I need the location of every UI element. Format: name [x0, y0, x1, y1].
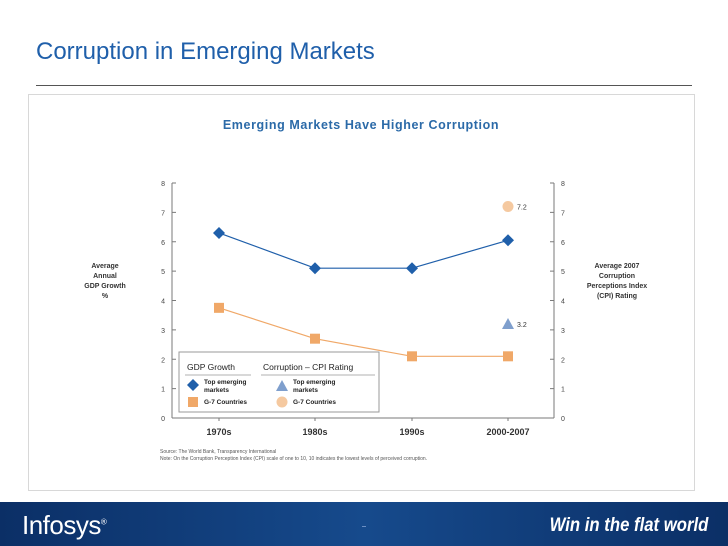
top-emerging-gdp-point: [309, 262, 321, 275]
left-y-tick-label: 4: [161, 299, 165, 306]
cpi-data-label: 3.2: [517, 322, 527, 329]
legend-top-emerging-cpi-marker: [276, 380, 288, 391]
g7-gdp-point: [214, 302, 224, 313]
legend-top-emerging-gdp-label-1: Top emerging: [204, 379, 247, 386]
infosys-logo[interactable]: Infosys®: [22, 510, 107, 541]
chart-title: Emerging Markets Have Higher Corruption: [223, 118, 499, 132]
page-marker: [362, 526, 366, 527]
legend-cpi-title: Corruption – CPI Rating: [263, 362, 354, 372]
g7-gdp-point: [407, 351, 417, 362]
right-y-tick-label: 5: [561, 269, 565, 276]
right-y-tick-label: 4: [561, 299, 565, 306]
x-tick-label: 1970s: [206, 427, 231, 437]
top-emerging-gdp-point: [406, 262, 418, 275]
legend-top-emerging-cpi-label-2: markets: [293, 387, 318, 394]
tagline: Win in the flat world: [549, 515, 708, 536]
left-axis-label-line: GDP Growth: [84, 283, 125, 290]
left-y-tick-label: 2: [161, 357, 165, 364]
right-axis-label-line: Perceptions Index: [587, 283, 647, 290]
right-y-tick-label: 1: [561, 387, 565, 394]
left-y-tick-label: 1: [161, 387, 165, 394]
brand-name: Infosys: [22, 510, 101, 540]
g7-gdp-point: [503, 351, 513, 362]
left-axis-label-line: Annual: [93, 273, 117, 280]
x-tick-label: 1980s: [302, 427, 327, 437]
x-tick-label: 2000-2007: [486, 427, 529, 437]
left-axis-label-line: Average: [91, 263, 118, 270]
chart-source: Source: The World Bank, Transparency Int…: [160, 449, 276, 455]
right-axis-label-line: (CPI) Rating: [597, 293, 637, 300]
x-tick-label: 1990s: [399, 427, 424, 437]
left-y-tick-label: 0: [161, 416, 165, 423]
title-divider: [36, 85, 692, 86]
left-y-tick-label: 6: [161, 240, 165, 247]
left-y-tick-label: 7: [161, 210, 165, 217]
left-y-tick-label: 5: [161, 269, 165, 276]
legend-g7-cpi-marker: [276, 396, 288, 408]
right-axis-label-line: Average 2007: [595, 263, 640, 270]
right-y-tick-label: 7: [561, 210, 565, 217]
chart-note: Note: On the Corruption Perception Index…: [160, 456, 427, 462]
right-y-tick-label: 0: [561, 416, 565, 423]
right-y-tick-label: 2: [561, 357, 565, 364]
left-y-tick-label: 3: [161, 328, 165, 335]
top-emerging-gdp-point: [213, 226, 225, 239]
right-axis-label-line: Corruption: [599, 273, 635, 280]
slide-title: Corruption in Emerging Markets: [36, 38, 375, 65]
legend-top-emerging-gdp-marker: [187, 379, 199, 391]
chart-frame: Emerging Markets Have Higher Corruption 0…: [28, 94, 695, 491]
legend-g7-gdp-label: G-7 Countries: [204, 399, 247, 406]
g7-gdp-point: [310, 333, 320, 344]
footer-bar: Infosys® Win in the flat world: [0, 502, 728, 546]
brand-registered-mark: ®: [100, 517, 107, 527]
legend-top-emerging-cpi-label-1: Top emerging: [293, 379, 336, 386]
legend-g7-gdp-marker: [188, 397, 198, 407]
legend-gdp-title: GDP Growth: [187, 362, 235, 372]
left-axis-label-line: %: [102, 293, 109, 300]
chart: Emerging Markets Have Higher Corruption 0…: [84, 118, 647, 462]
right-y-tick-label: 3: [561, 328, 565, 335]
top-emerging-gdp-line: [218, 232, 509, 269]
legend-g7-cpi-label: G-7 Countries: [293, 399, 336, 406]
top-emerging-cpi-point: [502, 318, 514, 329]
left-y-tick-label: 8: [161, 181, 165, 188]
legend-top-emerging-gdp-label-2: markets: [204, 387, 229, 394]
cpi-data-label: 7.2: [517, 205, 527, 212]
g7-cpi-point: [502, 201, 514, 212]
right-y-tick-label: 6: [561, 240, 565, 247]
right-y-tick-label: 8: [561, 181, 565, 188]
top-emerging-gdp-point: [502, 234, 514, 247]
g7-gdp-line: [218, 307, 508, 357]
